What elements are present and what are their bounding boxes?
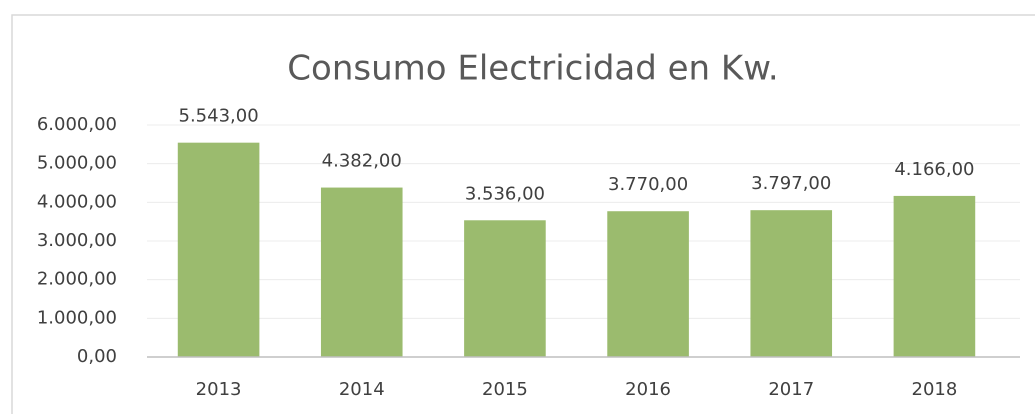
x-tick-label: 2017 — [768, 379, 814, 400]
x-tick-label: 2016 — [625, 379, 671, 400]
data-label: 3.770,00 — [608, 174, 688, 195]
y-tick-label: 1.000,00 — [37, 307, 117, 328]
bar — [464, 220, 546, 357]
x-tick-label: 2014 — [339, 379, 385, 400]
bar — [320, 187, 403, 357]
bar — [607, 211, 689, 357]
data-label: 4.382,00 — [322, 151, 402, 172]
y-tick-label: 4.000,00 — [37, 191, 117, 212]
data-label: 4.166,00 — [894, 159, 974, 180]
bar — [893, 195, 976, 357]
bar — [750, 210, 833, 357]
y-tick-label: 3.000,00 — [37, 230, 117, 251]
data-label: 3.797,00 — [751, 173, 831, 194]
y-tick-label: 6.000,00 — [37, 114, 117, 135]
x-tick-label: 2018 — [912, 379, 958, 400]
chart-title: Consumo Electricidad en Kw. — [287, 49, 778, 89]
y-tick-label: 2.000,00 — [37, 269, 117, 290]
bar — [177, 142, 260, 357]
data-label: 5.543,00 — [179, 106, 259, 127]
y-tick-label: 5.000,00 — [37, 153, 117, 174]
data-label: 3.536,00 — [465, 183, 545, 204]
y-tick-label: 0,00 — [77, 346, 117, 367]
x-tick-label: 2013 — [196, 379, 242, 400]
x-tick-label: 2015 — [482, 379, 528, 400]
